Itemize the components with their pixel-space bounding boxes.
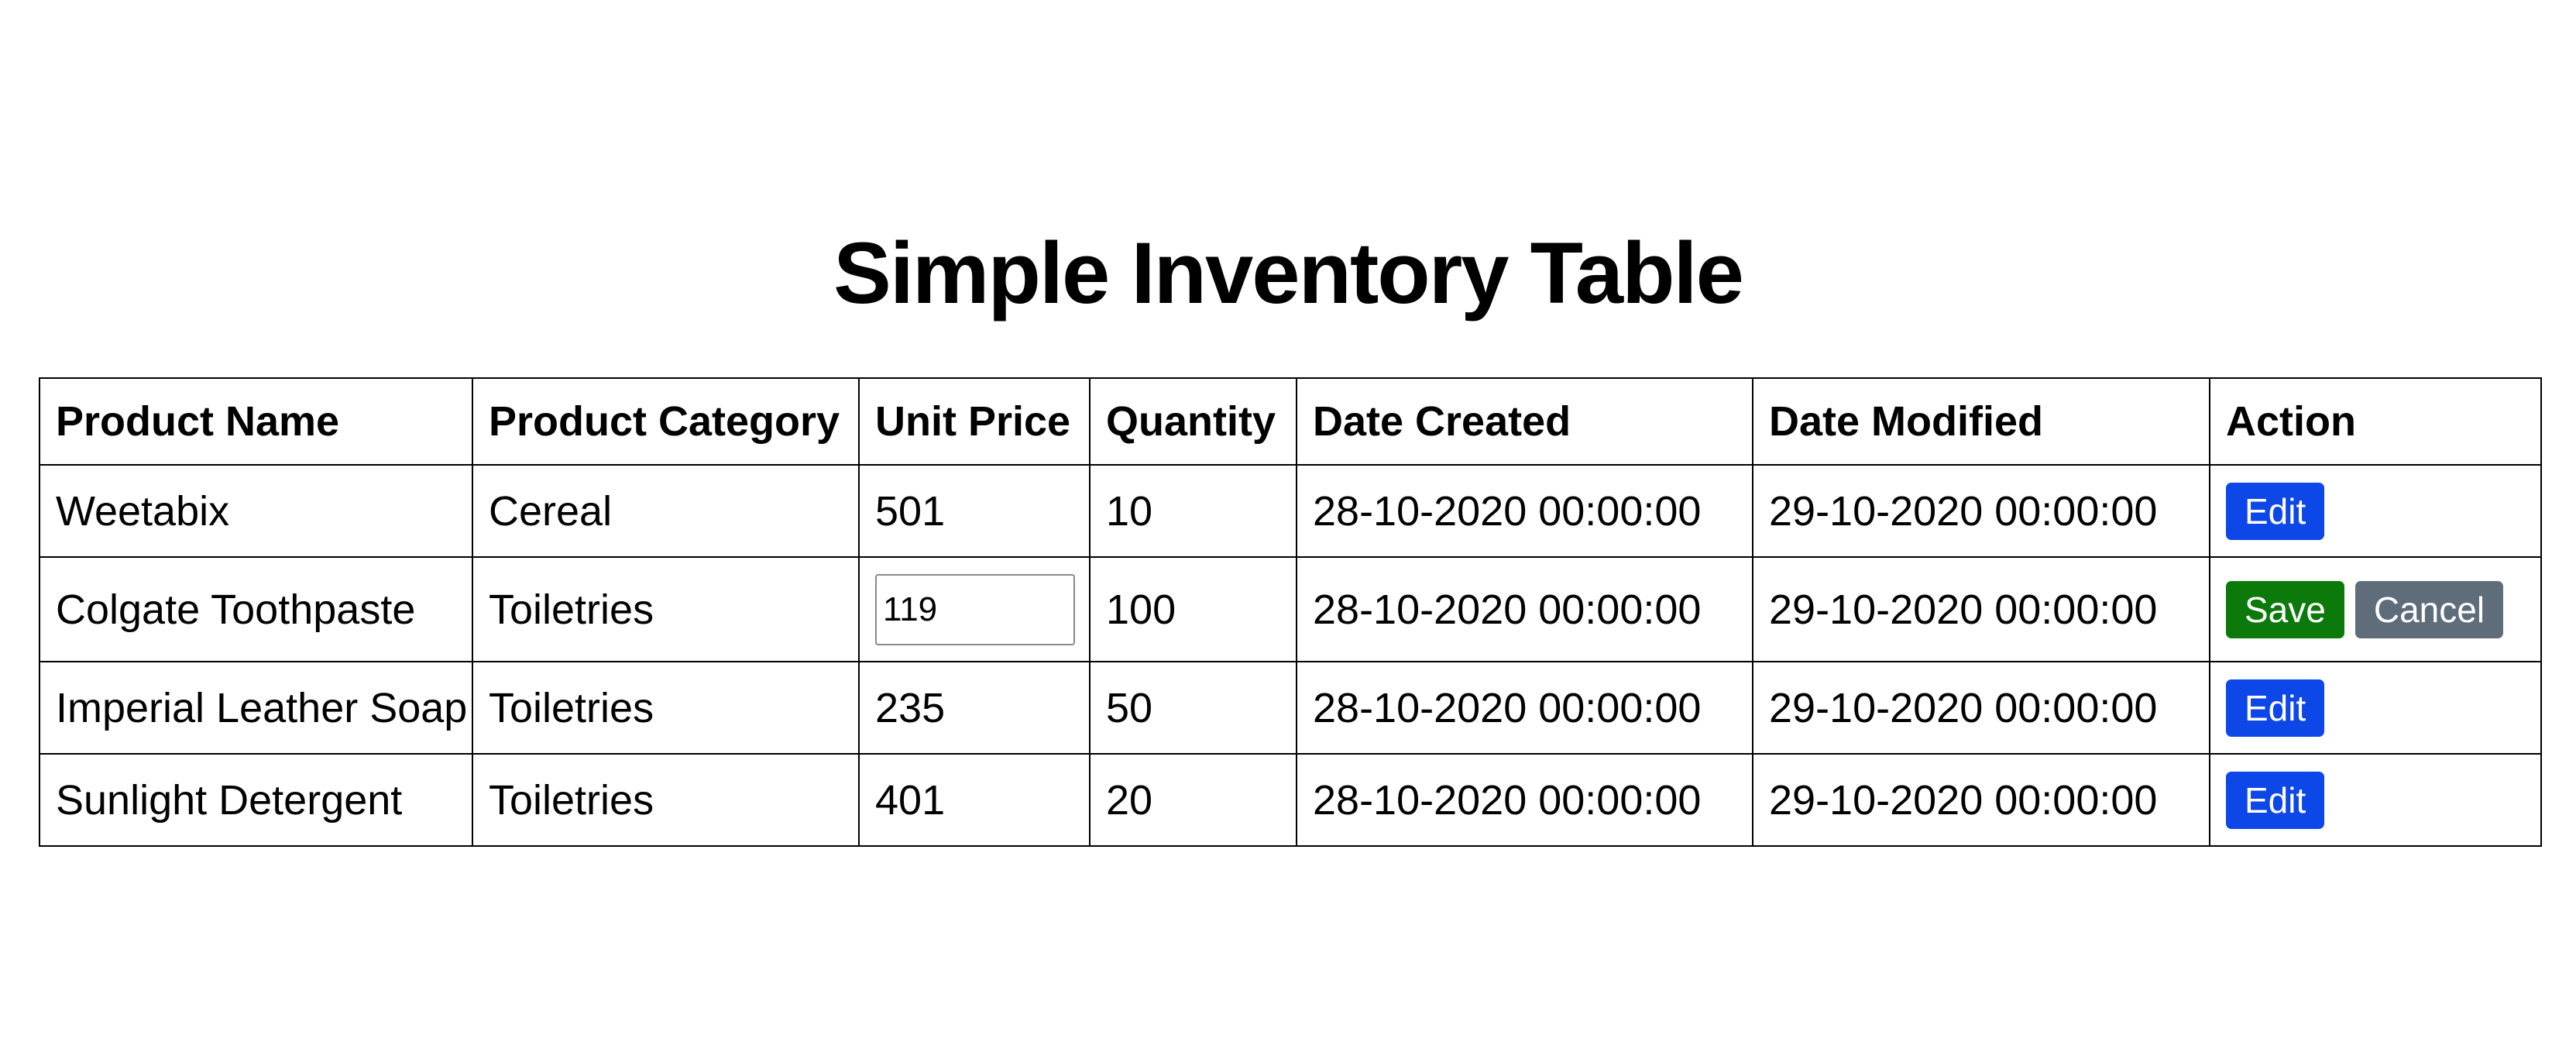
- table-row: Weetabix Cereal 501 10 28-10-2020 00:00:…: [39, 464, 2542, 558]
- cell-date-created: 28-10-2020 00:00:00: [1296, 464, 1753, 558]
- cell-date-modified: 29-10-2020 00:00:00: [1752, 661, 2210, 755]
- cell-unit-price: 401: [858, 753, 1091, 847]
- cell-product-category: Toiletries: [472, 556, 860, 662]
- header-product-category: Product Category: [472, 377, 860, 466]
- table-row: Imperial Leather Soap Toiletries 235 50 …: [39, 661, 2542, 755]
- inventory-table: Product Name Product Category Unit Price…: [39, 377, 2542, 847]
- header-action: Action: [2209, 377, 2542, 466]
- cell-product-category: Toiletries: [472, 661, 860, 755]
- cell-product-name: Colgate Toothpaste: [39, 556, 473, 662]
- cell-product-name: Imperial Leather Soap: [39, 661, 473, 755]
- cell-quantity: 50: [1089, 661, 1297, 755]
- cell-unit-price: [858, 556, 1091, 662]
- header-unit-price: Unit Price: [858, 377, 1091, 466]
- cell-quantity: 100: [1089, 556, 1297, 662]
- cell-product-category: Cereal: [472, 464, 860, 558]
- edit-button[interactable]: Edit: [2226, 482, 2325, 540]
- table-row: Sunlight Detergent Toiletries 401 20 28-…: [39, 753, 2542, 847]
- cell-action: Edit: [2209, 753, 2542, 847]
- cell-date-modified: 29-10-2020 00:00:00: [1752, 556, 2210, 662]
- cell-product-name: Weetabix: [39, 464, 473, 558]
- cell-unit-price: 235: [858, 661, 1091, 755]
- unit-price-input[interactable]: [875, 573, 1075, 645]
- edit-button[interactable]: Edit: [2226, 771, 2325, 829]
- page-title: Simple Inventory Table: [833, 225, 1744, 322]
- edit-button[interactable]: Edit: [2226, 679, 2325, 737]
- cell-unit-price: 501: [858, 464, 1091, 558]
- table-header-row: Product Name Product Category Unit Price…: [39, 377, 2542, 466]
- cell-date-created: 28-10-2020 00:00:00: [1296, 556, 1753, 662]
- table-row-editing: Colgate Toothpaste Toiletries 100 28-10-…: [39, 556, 2542, 662]
- cell-date-created: 28-10-2020 00:00:00: [1296, 753, 1753, 847]
- header-product-name: Product Name: [39, 377, 473, 466]
- cell-product-name: Sunlight Detergent: [39, 753, 473, 847]
- cell-quantity: 20: [1089, 753, 1297, 847]
- header-date-modified: Date Modified: [1752, 377, 2210, 466]
- cell-action: Edit: [2209, 464, 2542, 558]
- save-button[interactable]: Save: [2226, 580, 2344, 638]
- header-date-created: Date Created: [1296, 377, 1753, 466]
- cell-date-modified: 29-10-2020 00:00:00: [1752, 753, 2210, 847]
- cell-quantity: 10: [1089, 464, 1297, 558]
- header-quantity: Quantity: [1089, 377, 1297, 466]
- cell-date-created: 28-10-2020 00:00:00: [1296, 661, 1753, 755]
- cell-action: Edit: [2209, 661, 2542, 755]
- cell-product-category: Toiletries: [472, 753, 860, 847]
- cell-date-modified: 29-10-2020 00:00:00: [1752, 464, 2210, 558]
- cancel-button[interactable]: Cancel: [2354, 580, 2504, 638]
- cell-action: Save Cancel: [2209, 556, 2542, 662]
